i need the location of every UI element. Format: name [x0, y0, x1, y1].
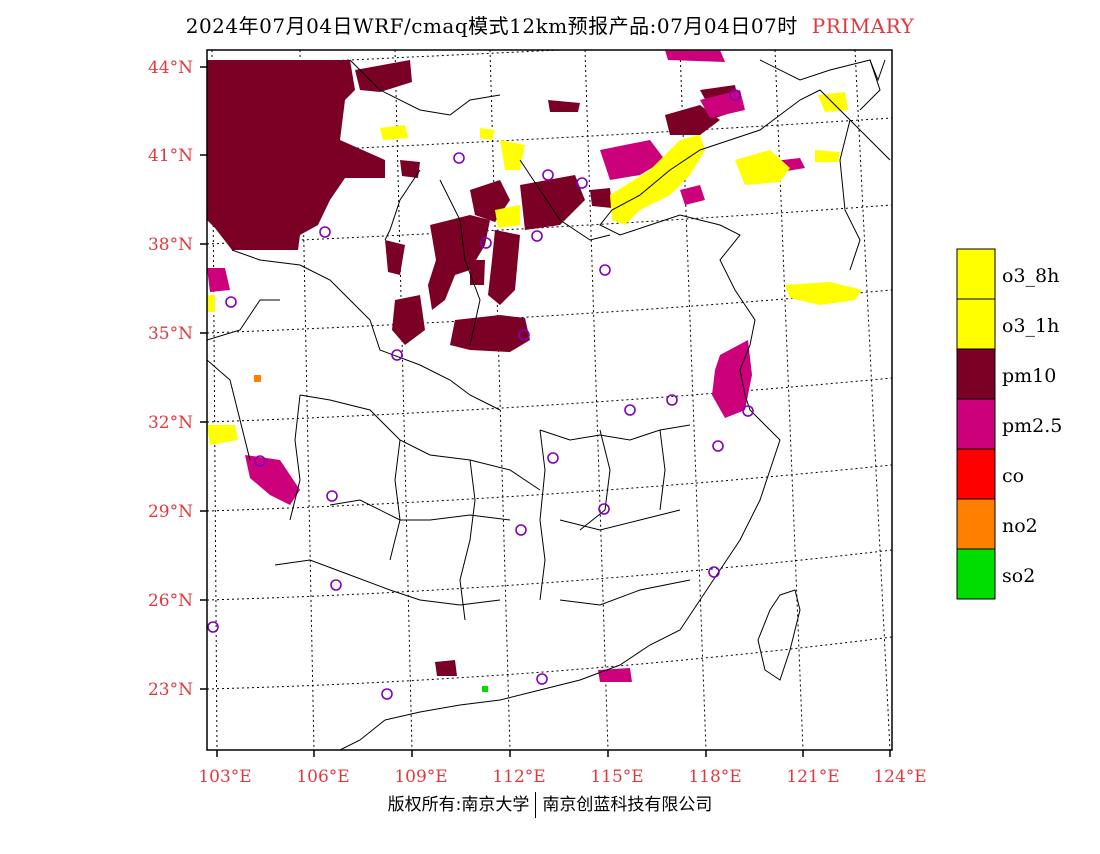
lat-label: 32°N [148, 413, 193, 433]
legend-swatch-no2 [956, 498, 996, 550]
legend-label-pm25: pm2.5 [1002, 415, 1062, 437]
legend-swatch-so2 [956, 548, 996, 600]
legend-swatch-pm25 [956, 398, 996, 450]
lat-label: 35°N [148, 324, 193, 344]
map-title: 2024年07月04日WRF/cmaq模式12km预报产品:07月04日07时 P… [0, 10, 1100, 39]
lon-label: 118°E [688, 767, 741, 787]
title-tag: PRIMARY [811, 14, 915, 38]
lon-label: 121°E [786, 767, 839, 787]
lat-label: 41°N [148, 146, 193, 166]
map-content [207, 50, 892, 750]
lat-label: 23°N [148, 680, 193, 700]
title-main: 2024年07月04日WRF/cmaq模式12km预报产品:07月04日07时 [185, 14, 798, 38]
legend-label-pm10: pm10 [1002, 365, 1056, 387]
lon-label: 124°E [873, 767, 926, 787]
footer-separator [535, 792, 537, 818]
lat-label: 26°N [148, 591, 193, 611]
lat-label: 38°N [148, 235, 193, 255]
legend-label-o3-1h: o3_1h [1002, 315, 1059, 337]
footer-left: 版权所有:南京大学 [387, 795, 530, 815]
lon-label: 103°E [198, 767, 251, 787]
pm25-patches [207, 50, 805, 682]
legend: o3_8h o3_1h pm10 pm2.5 co no2 so2 [956, 248, 1062, 600]
lat-labels: 44°N 41°N 38°N 35°N 32°N 29°N 26°N 23°N [148, 58, 193, 700]
lat-label: 44°N [148, 58, 193, 78]
footer-right: 南京创蓝科技有限公司 [542, 795, 713, 815]
lat-label: 29°N [148, 502, 193, 522]
legend-label-o3-8h: o3_8h [1002, 265, 1059, 287]
lon-labels: 103°E 106°E 109°E 112°E 115°E 118°E 121°… [198, 767, 926, 787]
legend-swatch-o3-8h [956, 248, 996, 300]
legend-label-co: co [1002, 465, 1024, 487]
pm10-patches [207, 60, 740, 676]
lon-label: 115°E [590, 767, 643, 787]
legend-swatch-o3-1h [956, 298, 996, 350]
map-frame [206, 49, 893, 751]
lon-label: 112°E [492, 767, 545, 787]
copyright-footer: 版权所有:南京大学 南京创蓝科技有限公司 [0, 790, 1100, 818]
boundaries [207, 59, 891, 750]
axis-ticks [200, 66, 891, 757]
legend-label-no2: no2 [1002, 515, 1038, 537]
legend-swatch-pm10 [956, 348, 996, 400]
city-markers [207, 89, 754, 700]
lon-label: 106°E [296, 767, 349, 787]
legend-label-so2: so2 [1002, 565, 1035, 587]
lon-label: 109°E [394, 767, 447, 787]
legend-swatch-co [956, 448, 996, 500]
